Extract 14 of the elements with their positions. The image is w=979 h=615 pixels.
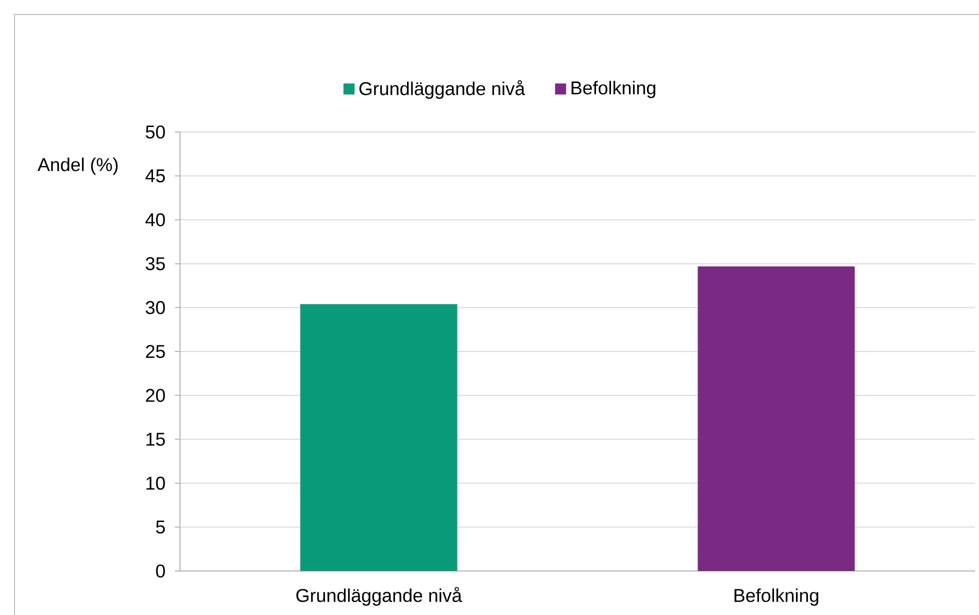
y-axis-title: Andel (%) [38, 158, 118, 175]
y-tick-label: 40 [145, 213, 165, 226]
legend-label: Befolkning [572, 80, 656, 98]
legend-label: Grundläggande nivå [359, 80, 526, 99]
y-tick-label: 15 [146, 432, 165, 446]
y-tick-label: 10 [146, 476, 165, 490]
y-tick-label: 30 [146, 301, 165, 314]
y-tick-label: 50 [146, 125, 165, 139]
y-tick-label: 25 [146, 344, 165, 358]
y-tick-label: 45 [145, 169, 165, 182]
y-tick-label: 20 [146, 388, 165, 402]
y-tick-label: 5 [156, 520, 165, 534]
y-tick-label: 0 [156, 564, 165, 578]
y-tick-label: 35 [146, 257, 165, 270]
